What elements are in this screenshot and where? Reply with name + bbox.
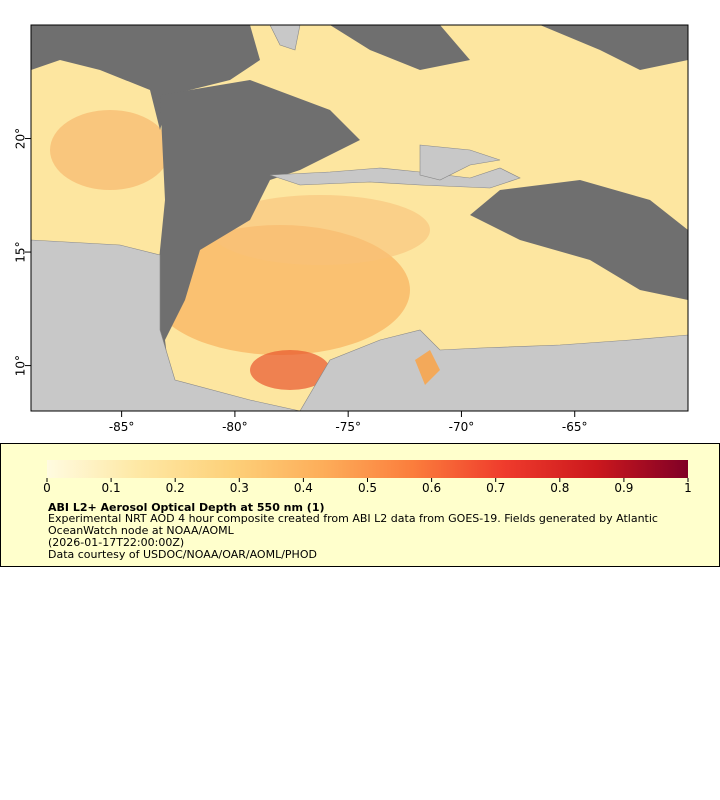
land [419, 144, 501, 181]
map-figure: ABI L2+ Aerosol Optical Depth at 550 nm … [0, 24, 720, 567]
x-tick-label: -85° [109, 420, 135, 434]
legend-text: Experimental NRT AOD 4 hour composite cr… [48, 513, 708, 561]
colorbar-tick-label: 0.2 [166, 481, 185, 495]
map-frame [30, 24, 689, 412]
colorbar [47, 460, 688, 478]
colorbar-tick-label: 0.5 [358, 481, 377, 495]
colorbar-tick-label: 0.9 [614, 481, 633, 495]
aerosol-haze [415, 350, 440, 385]
y-tick-label: 10° [14, 355, 28, 376]
aerosol-haze [210, 195, 430, 265]
cloud [31, 25, 260, 130]
y-tick-label: 20° [14, 128, 28, 149]
land [269, 167, 521, 189]
cloud [540, 25, 688, 70]
colorbar-tick-label: 0.1 [102, 481, 121, 495]
colorbar-tick-label: 1 [684, 481, 692, 495]
aerosol-haze [250, 350, 330, 390]
cloud [470, 180, 688, 300]
colorbar-tick-label: 0.4 [294, 481, 313, 495]
y-tick-label: 15° [14, 241, 28, 262]
x-tick-label: -65° [562, 420, 588, 434]
x-tick-label: -80° [222, 420, 248, 434]
map-area [31, 25, 688, 411]
colorbar-tick-label: 0 [43, 481, 51, 495]
description: Experimental NRT AOD 4 hour composite cr… [48, 512, 658, 537]
legend-title: ABI L2+ Aerosol Optical Depth at 550 nm … [48, 501, 325, 514]
colorbar-tick-label: 0.6 [422, 481, 441, 495]
land [269, 25, 301, 51]
x-tick-label: -70° [449, 420, 475, 434]
aerosol-haze [50, 110, 170, 190]
colorbar-tick-label: 0.3 [230, 481, 249, 495]
timestamp: (2026-01-17T22:00:00Z) [48, 536, 185, 549]
colorbar-tick-label: 0.7 [486, 481, 505, 495]
cloud [150, 80, 360, 395]
colorbar-tick-label: 0.8 [550, 481, 569, 495]
x-tick-label: -75° [335, 420, 361, 434]
credit: Data courtesy of USDOC/NOAA/OAR/AOML/PHO… [48, 548, 317, 561]
land [299, 329, 688, 411]
cloud [330, 25, 470, 70]
land [31, 239, 301, 411]
